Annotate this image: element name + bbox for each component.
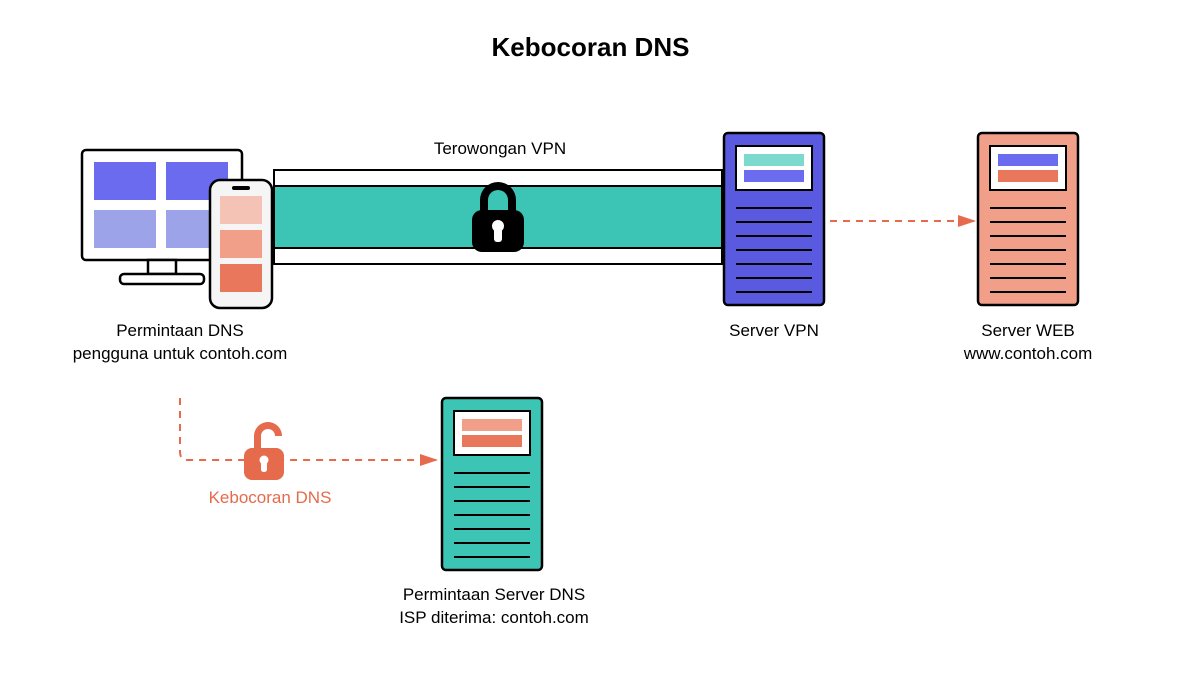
- vpn-server-label: Server VPN: [694, 320, 854, 343]
- web-server-label-line1: Server WEB: [981, 321, 1075, 340]
- web-server-icon: [978, 133, 1078, 305]
- isp-label-line2: ISP diterima: contoh.com: [399, 608, 589, 627]
- vpn-server-icon: [724, 133, 824, 305]
- user-label: Permintaan DNS pengguna untuk contoh.com: [60, 320, 300, 366]
- web-server-label-line2: www.contoh.com: [964, 344, 1093, 363]
- leak-label: Kebocoran DNS: [190, 488, 350, 508]
- tunnel-label: Terowongan VPN: [380, 138, 620, 161]
- isp-dns-server-icon: [442, 398, 542, 570]
- phone-icon: [210, 180, 272, 308]
- leak-arrow: [180, 398, 436, 460]
- isp-server-label: Permintaan Server DNS ISP diterima: cont…: [384, 584, 604, 630]
- user-label-line1: Permintaan DNS: [116, 321, 244, 340]
- isp-label-line1: Permintaan Server DNS: [403, 585, 585, 604]
- unlock-icon: [244, 422, 284, 480]
- user-label-line2: pengguna untuk contoh.com: [73, 344, 288, 363]
- web-server-label: Server WEB www.contoh.com: [938, 320, 1118, 366]
